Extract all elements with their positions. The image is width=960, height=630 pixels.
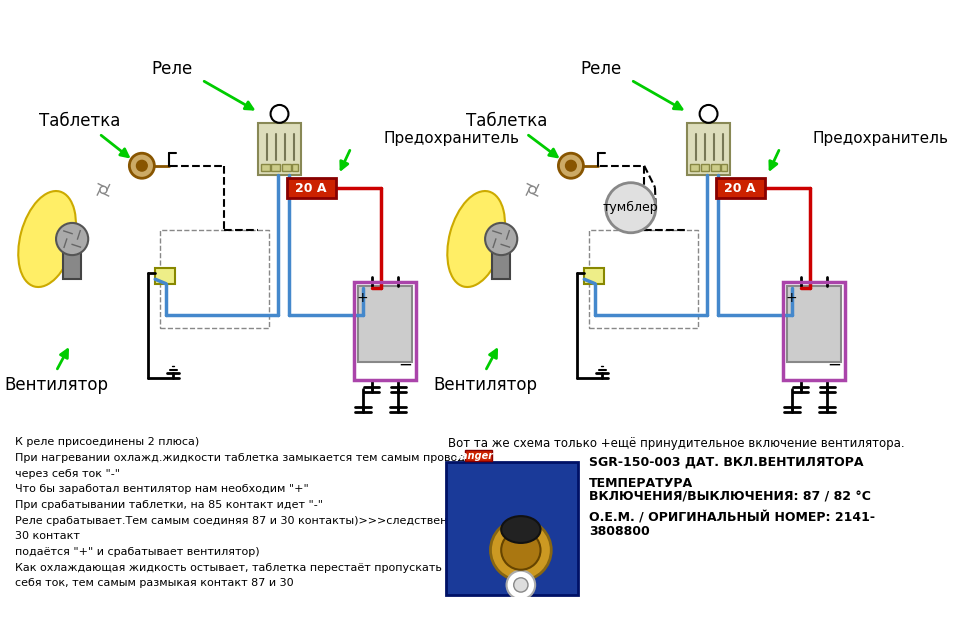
Bar [358,287,412,362]
Text: себя ток, тем самым размыкая контакт 87 и 30: себя ток, тем самым размыкая контакт 87 … [15,578,294,588]
Text: −: − [828,355,842,373]
Bar [721,164,728,171]
Bar [588,230,698,328]
Bar [445,462,578,595]
Circle shape [700,105,717,123]
Text: Реле срабатывает.Тем самым соединяя 87 и 30 контакты)>>>следственно на: Реле срабатывает.Тем самым соединяя 87 и… [15,516,479,525]
Bar [787,287,841,362]
Bar [287,178,336,198]
Bar [63,230,81,279]
Bar [711,164,720,171]
Circle shape [514,578,528,592]
Circle shape [565,161,576,171]
Text: 3808800: 3808800 [588,525,650,538]
Text: Вентилятор: Вентилятор [4,375,108,394]
Circle shape [606,183,656,232]
Bar [282,164,291,171]
Text: −: − [398,355,413,373]
Circle shape [559,153,584,178]
Text: Реле: Реле [152,60,193,78]
Bar [492,230,510,279]
Text: +: + [786,291,798,305]
Text: Таблетка: Таблетка [38,112,120,130]
Text: Как охлаждающая жидкость остывает, таблетка перестаёт пропускать через: Как охлаждающая жидкость остывает, табле… [15,563,479,573]
Text: +: + [357,291,369,305]
Circle shape [501,530,540,570]
Text: через себя ток "-": через себя ток "-" [15,469,120,479]
Text: 30 контакт: 30 контакт [15,531,80,541]
Bar [258,123,301,175]
Bar [687,123,730,175]
Bar [466,450,492,461]
Text: Предохранитель: Предохранитель [812,132,948,146]
Bar [159,230,269,328]
Circle shape [507,571,535,599]
Bar [585,268,604,284]
Text: Таблетка: Таблетка [466,112,547,130]
Ellipse shape [447,191,505,287]
Bar [272,164,280,171]
Ellipse shape [501,516,540,543]
Text: Что бы заработал вентилятор нам необходим "+": Что бы заработал вентилятор нам необходи… [15,484,309,495]
Text: При срабатывании таблетки, на 85 контакт идет "-": При срабатывании таблетки, на 85 контакт… [15,500,323,510]
Text: Реле: Реле [581,60,622,78]
Text: Вентилятор: Вентилятор [433,375,537,394]
Text: О.Е.М. / ОРИГИНАЛЬНЫЙ НОМЕР: 2141-: О.Е.М. / ОРИГИНАЛЬНЫЙ НОМЕР: 2141- [588,512,875,525]
Circle shape [271,105,288,123]
Circle shape [136,161,147,171]
Text: Sanger: Sanger [455,451,493,461]
Text: SGR-150-003 ДАТ. ВКЛ.ВЕНТИЛЯТОРА: SGR-150-003 ДАТ. ВКЛ.ВЕНТИЛЯТОРА [588,455,863,468]
Text: Вот та же схема только +ещё принудительное включение вентилятора.: Вот та же схема только +ещё принудительн… [447,437,904,450]
Circle shape [130,153,155,178]
Circle shape [485,223,517,255]
Bar [353,282,417,381]
Text: ТЕМПЕРАТУРА: ТЕМПЕРАТУРА [588,477,693,490]
Text: 20 А: 20 А [295,181,326,195]
Bar [716,178,765,198]
Bar [782,282,846,381]
Bar [701,164,709,171]
Text: К реле присоединены 2 плюса): К реле присоединены 2 плюса) [15,437,199,447]
Bar [156,268,175,284]
Circle shape [56,223,88,255]
Text: При нагревании охлажд.жидкости таблетка замыкается тем самым проводя: При нагревании охлажд.жидкости таблетка … [15,453,471,463]
Text: ВКЛЮЧЕНИЯ/ВЫКЛЮЧЕНИЯ: 87 / 82 °С: ВКЛЮЧЕНИЯ/ВЫКЛЮЧЕНИЯ: 87 / 82 °С [588,490,871,503]
Bar [690,164,699,171]
Ellipse shape [18,191,76,287]
Bar [292,164,299,171]
Bar [261,164,270,171]
Circle shape [491,520,551,580]
Text: 20 А: 20 А [724,181,756,195]
Text: Предохранитель: Предохранитель [383,132,519,146]
Text: тумблер: тумблер [603,201,659,214]
Text: подаётся "+" и срабатывает вентилятор): подаётся "+" и срабатывает вентилятор) [15,547,259,557]
